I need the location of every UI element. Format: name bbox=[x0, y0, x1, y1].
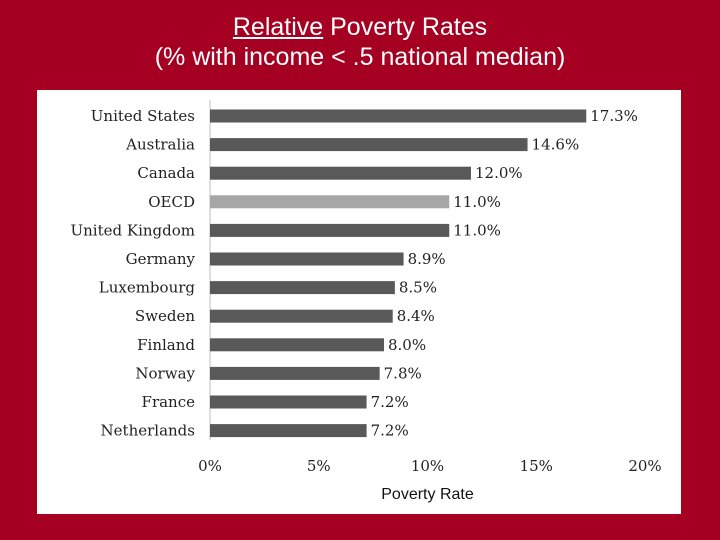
x-tick-label: 15% bbox=[520, 457, 553, 475]
bar bbox=[210, 166, 471, 180]
value-label: 11.0% bbox=[453, 193, 501, 211]
value-label: 12.0% bbox=[475, 164, 523, 182]
category-label: Norway bbox=[135, 364, 195, 382]
value-label: 8.9% bbox=[408, 250, 446, 268]
bar bbox=[210, 223, 450, 237]
x-axis-title: Poverty Rate bbox=[381, 486, 474, 503]
category-label: Sweden bbox=[135, 307, 195, 325]
category-label: United States bbox=[91, 107, 195, 125]
value-label: 7.2% bbox=[371, 393, 409, 411]
title-underlined-word: Relative bbox=[232, 13, 324, 41]
bar bbox=[210, 138, 528, 152]
x-tick-label: 20% bbox=[628, 457, 661, 475]
bar bbox=[210, 281, 395, 295]
bar bbox=[210, 366, 380, 380]
chart-panel: United States 17.3% Australia 14.6% Canada 12… bbox=[37, 90, 681, 514]
category-label: Netherlands bbox=[101, 422, 195, 440]
value-label: 7.2% bbox=[371, 422, 409, 440]
title-line-2: (% with income < .5 national median) bbox=[154, 43, 566, 71]
bar bbox=[210, 338, 384, 352]
value-label: 8.4% bbox=[397, 307, 435, 325]
title-line-1: Relative Poverty Rates bbox=[0, 12, 720, 42]
x-tick-label: 0% bbox=[198, 457, 222, 475]
bar bbox=[210, 309, 393, 323]
value-label: 11.0% bbox=[453, 221, 501, 239]
category-label: France bbox=[142, 393, 196, 411]
value-label: 7.8% bbox=[384, 364, 422, 382]
x-tick-label: 5% bbox=[307, 457, 331, 475]
bar bbox=[210, 424, 367, 438]
x-tick-label: 10% bbox=[411, 457, 444, 475]
category-label: Luxembourg bbox=[99, 279, 196, 297]
category-label: Finland bbox=[137, 336, 195, 354]
category-label: Germany bbox=[126, 250, 196, 268]
bar bbox=[210, 195, 450, 209]
value-label: 8.0% bbox=[388, 336, 426, 354]
value-label: 8.5% bbox=[399, 279, 437, 297]
bar bbox=[210, 252, 404, 266]
slide-title: Relative Poverty Rates (% with income < … bbox=[0, 12, 720, 72]
bar-chart: United States 17.3% Australia 14.6% Canada 12… bbox=[71, 100, 662, 503]
category-label: OECD bbox=[148, 193, 195, 211]
bar bbox=[210, 109, 587, 123]
value-label: 17.3% bbox=[590, 107, 638, 125]
value-label: 14.6% bbox=[532, 136, 580, 154]
category-label: Australia bbox=[125, 136, 195, 154]
bar bbox=[210, 395, 367, 409]
category-label: Canada bbox=[137, 164, 195, 182]
category-label: United Kingdom bbox=[71, 221, 196, 239]
title-rest: Poverty Rates bbox=[323, 13, 488, 41]
